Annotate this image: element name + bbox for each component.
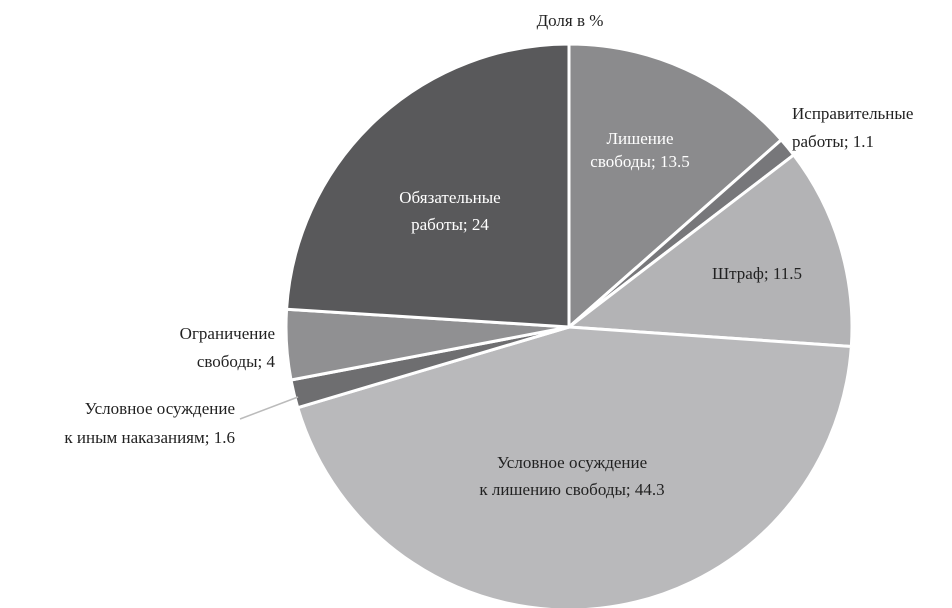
chart-title: Доля в % bbox=[537, 11, 604, 30]
pie-slice bbox=[567, 42, 783, 329]
slice-label: Условное осуждение bbox=[85, 399, 235, 418]
slice-label: к иным наказаниям; 1.6 bbox=[64, 428, 235, 447]
pie-slice bbox=[285, 42, 571, 329]
slice-label: Условное осуждение bbox=[497, 453, 647, 472]
slice-label: к лишению свободы; 44.3 bbox=[479, 480, 664, 499]
slice-label: свободы; 4 bbox=[197, 352, 276, 371]
slice-label: Лишение bbox=[606, 129, 673, 148]
slice-label: Обязательные bbox=[399, 188, 500, 207]
slice-label: Исправительные bbox=[792, 104, 913, 123]
pie-slice bbox=[296, 325, 853, 608]
slice-label: работы; 1.1 bbox=[792, 132, 874, 151]
pie-slice bbox=[567, 153, 854, 349]
slice-label: Ограничение bbox=[180, 324, 275, 343]
slice-label: свободы; 13.5 bbox=[590, 152, 689, 171]
leader-line bbox=[239, 396, 299, 420]
slice-label: Штраф; 11.5 bbox=[712, 264, 802, 283]
slice-label: работы; 24 bbox=[411, 215, 489, 234]
